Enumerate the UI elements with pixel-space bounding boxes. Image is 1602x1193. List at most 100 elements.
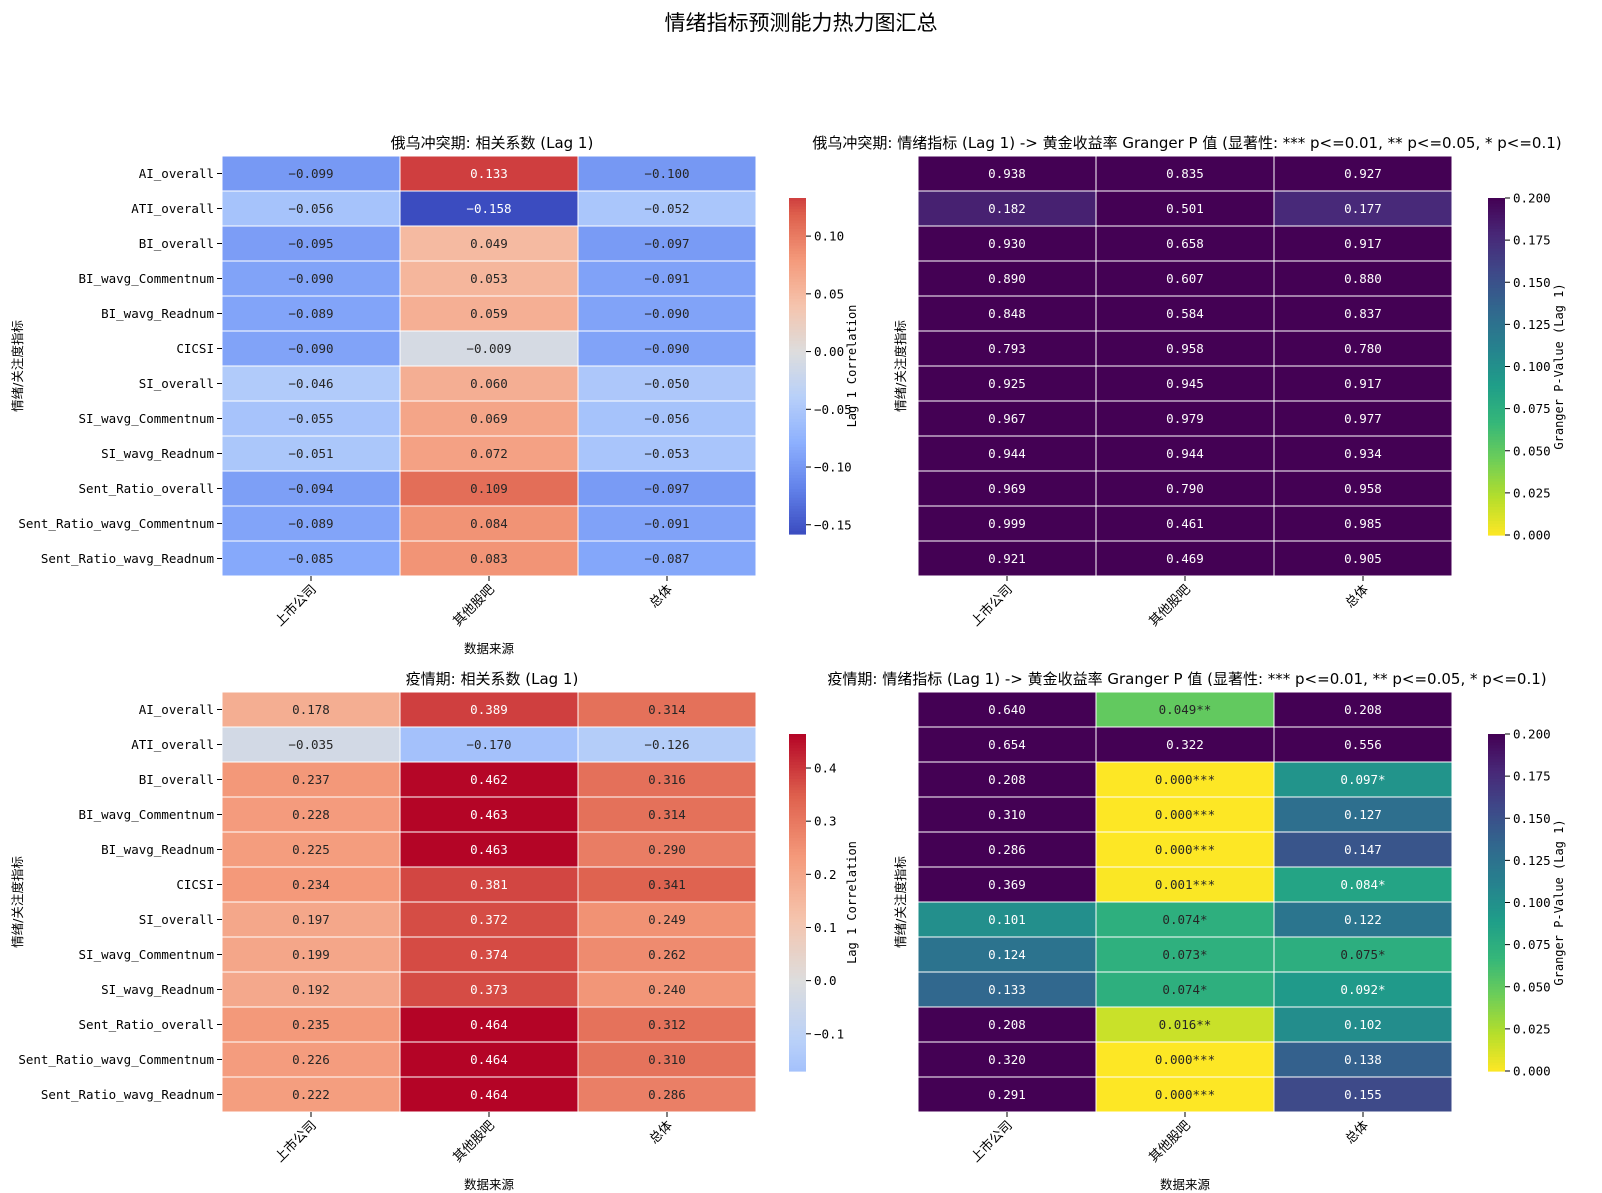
colorbar-segment bbox=[1488, 969, 1505, 974]
colorbar-segment bbox=[789, 1023, 806, 1027]
colorbar-segment bbox=[789, 290, 806, 294]
colorbar-segment bbox=[1488, 1048, 1505, 1052]
cell-label: 0.000*** bbox=[1155, 772, 1215, 787]
heatmap-granger_war: 俄乌冲突期: 情绪指标 (Lag 1) -> 黄金收益率 Granger P 值… bbox=[812, 134, 1566, 630]
cell-label: −0.052 bbox=[644, 201, 689, 216]
x-tick-label: 总体 bbox=[1343, 1118, 1372, 1147]
colorbar-segment bbox=[1488, 877, 1505, 881]
heatmap-cell bbox=[577, 470, 757, 507]
colorbar-segment bbox=[1488, 778, 1505, 783]
cell-label: 0.373 bbox=[470, 982, 508, 997]
colorbar-tick-label: 0.150 bbox=[1513, 275, 1551, 290]
colorbar-segment bbox=[1488, 209, 1505, 213]
colorbar-segment bbox=[1488, 436, 1505, 441]
heatmap-cell bbox=[221, 796, 401, 833]
y-tick-label: BI_wavg_Commentnum bbox=[79, 807, 214, 822]
colorbar-segment bbox=[1488, 282, 1505, 286]
colorbar-segment bbox=[1488, 397, 1505, 401]
cell-label: 0.556 bbox=[1344, 737, 1382, 752]
heatmap-cell bbox=[1095, 1006, 1275, 1043]
colorbar-segment bbox=[1488, 944, 1505, 949]
colorbar-segment bbox=[1488, 753, 1505, 758]
colorbar-segment bbox=[789, 894, 806, 898]
heatmap-cell bbox=[917, 190, 1097, 227]
colorbar-segment bbox=[1488, 352, 1505, 356]
colorbar-segment bbox=[789, 790, 806, 794]
cell-label: −0.009 bbox=[466, 341, 511, 356]
colorbar-segment bbox=[789, 930, 806, 934]
x-axis-label: 数据来源 bbox=[464, 1177, 515, 1192]
colorbar-tick-label: 0.025 bbox=[1513, 485, 1551, 500]
colorbar-segment bbox=[1488, 414, 1505, 418]
colorbar-segment bbox=[789, 363, 806, 367]
colorbar-segment bbox=[1488, 360, 1505, 365]
cell-label: 0.102 bbox=[1344, 1017, 1382, 1032]
colorbar-segment bbox=[1488, 234, 1505, 238]
colorbar-segment bbox=[789, 503, 806, 507]
cell-label: 0.464 bbox=[470, 1087, 508, 1102]
colorbar-segment bbox=[1488, 501, 1505, 505]
cell-label: 0.075* bbox=[1340, 947, 1385, 962]
colorbar-segment bbox=[789, 787, 806, 791]
colorbar-segment bbox=[789, 270, 806, 275]
heatmap-cell bbox=[1095, 1041, 1275, 1078]
y-tick-label: BI_wavg_Readnum bbox=[101, 306, 214, 321]
colorbar-segment bbox=[789, 863, 806, 867]
colorbar-segment bbox=[1488, 290, 1505, 295]
heatmap-cell bbox=[577, 971, 757, 1008]
y-tick-label: ATI_overall bbox=[131, 737, 214, 752]
heatmap-cell bbox=[917, 400, 1097, 437]
colorbar-segment bbox=[789, 436, 806, 440]
colorbar-segment bbox=[1488, 383, 1505, 387]
colorbar-segment bbox=[789, 203, 806, 207]
cell-label: −0.100 bbox=[644, 166, 689, 181]
colorbar-segment bbox=[789, 972, 806, 977]
heatmap-cell bbox=[1273, 295, 1453, 332]
heatmap-cell bbox=[577, 330, 757, 367]
colorbar-segment bbox=[1488, 346, 1505, 351]
colorbar-segment bbox=[789, 332, 806, 336]
colorbar-segment bbox=[1488, 321, 1505, 325]
colorbar-segment bbox=[789, 340, 806, 345]
colorbar-segment bbox=[789, 913, 806, 918]
colorbar-segment bbox=[789, 896, 806, 901]
cell-label: 0.182 bbox=[988, 201, 1026, 216]
cell-label: 0.208 bbox=[988, 772, 1026, 787]
heatmap-cell bbox=[1273, 435, 1453, 472]
colorbar-segment bbox=[789, 978, 806, 982]
colorbar-segment bbox=[789, 795, 806, 800]
cell-label: 0.312 bbox=[648, 1017, 686, 1032]
colorbar-segment bbox=[789, 986, 806, 991]
cell-label: 0.780 bbox=[1344, 341, 1382, 356]
heatmap-cell bbox=[577, 435, 757, 472]
heatmap-cell bbox=[221, 901, 401, 938]
colorbar-segment bbox=[1488, 787, 1505, 791]
cell-label: 0.880 bbox=[1344, 271, 1382, 286]
colorbar-segment bbox=[789, 228, 806, 233]
colorbar-segment bbox=[1488, 467, 1505, 472]
panel-title: 俄乌冲突期: 相关系数 (Lag 1) bbox=[391, 134, 594, 152]
cell-label: 0.249 bbox=[648, 912, 686, 927]
heatmap-cell bbox=[577, 866, 757, 903]
colorbar-segment bbox=[789, 1006, 806, 1010]
cell-label: 0.262 bbox=[648, 947, 686, 962]
x-tick-label: 其他股吧 bbox=[450, 582, 497, 629]
cell-label: −0.158 bbox=[466, 201, 511, 216]
colorbar-segment bbox=[789, 408, 806, 412]
colorbar-segment bbox=[1488, 447, 1505, 452]
colorbar-segment bbox=[789, 360, 806, 364]
heatmap-cell bbox=[221, 365, 401, 402]
colorbar-segment bbox=[789, 494, 806, 499]
colorbar-segment bbox=[1488, 1009, 1505, 1013]
colorbar-segment bbox=[1488, 871, 1505, 876]
heatmap-cell bbox=[1095, 971, 1275, 1008]
colorbar-segment bbox=[789, 916, 806, 920]
cell-label: 0.237 bbox=[292, 772, 330, 787]
heatmap-cell bbox=[1095, 295, 1275, 332]
colorbar-segment bbox=[789, 251, 806, 255]
colorbar-segment bbox=[1488, 868, 1505, 873]
x-axis-label: 数据来源 bbox=[464, 641, 515, 656]
colorbar-segment bbox=[789, 745, 806, 749]
colorbar-segment bbox=[1488, 930, 1505, 934]
colorbar-segment bbox=[789, 784, 806, 788]
